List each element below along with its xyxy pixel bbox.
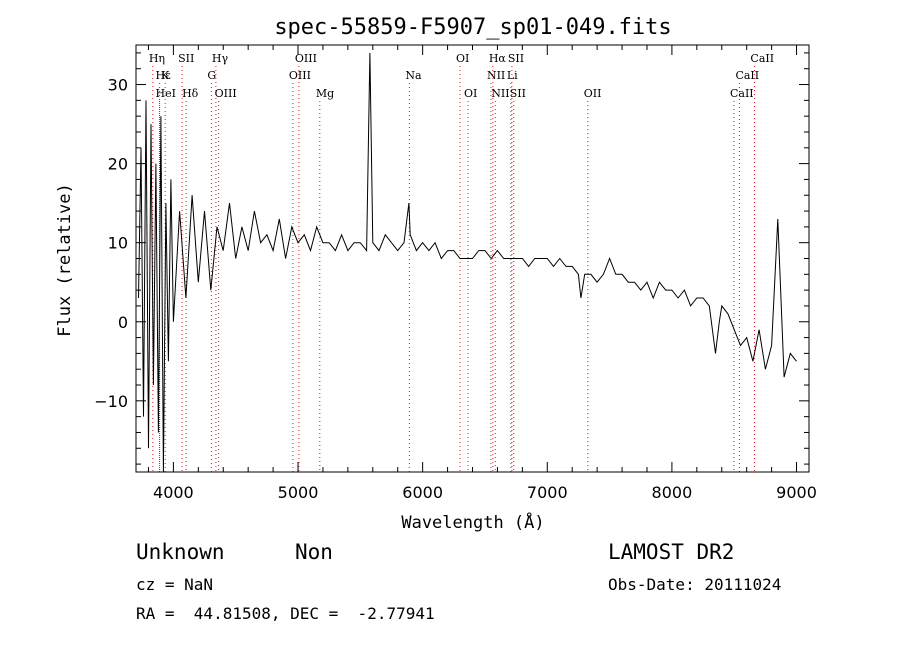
- obs-date-label: Obs-Date: 20111024: [608, 575, 782, 594]
- y-axis-label: Flux (relative): [55, 183, 75, 337]
- line-label-1: Hε: [156, 69, 172, 82]
- line-label-0: Hη: [149, 52, 165, 65]
- y-tick-label: −10: [94, 392, 128, 411]
- line-label-14: OI: [464, 87, 477, 100]
- line-label-16: SII: [508, 52, 524, 65]
- survey-label: LAMOST DR2: [608, 540, 735, 564]
- line-label-21: OII: [584, 87, 602, 100]
- redshift-label: cz = NaN: [136, 575, 214, 594]
- y-tick-label: 20: [108, 155, 128, 174]
- line-label-19: NII: [491, 87, 509, 100]
- line-label-24: CaII: [730, 87, 754, 100]
- x-tick-label: 6000: [402, 483, 443, 502]
- line-label-13: OI: [456, 52, 469, 65]
- line-label-20: SII: [510, 87, 526, 100]
- line-label-15: Hα: [489, 52, 507, 65]
- axis-ticks: 4000 5000 6000 7000 8000 9000 −10 0 10 20 30: [94, 45, 817, 502]
- line-label-3: K: [161, 69, 170, 82]
- line-label-22: CaII: [750, 52, 774, 65]
- chart-title: spec-55859-F5907_sp01-049.fits: [274, 15, 671, 40]
- line-label-23: CaII: [735, 69, 759, 82]
- line-label-12: Na: [405, 69, 422, 82]
- line-label-10: OIII: [289, 69, 311, 82]
- flux-series-line: [138, 52, 797, 473]
- line-label-11: Mg: [316, 87, 334, 100]
- class-label: Unknown: [136, 540, 225, 564]
- line-label-18: Li: [507, 69, 518, 82]
- line-label-6: Hγ: [212, 52, 229, 65]
- coordinates-label: RA = 44.81508, DEC = -2.77941: [136, 604, 435, 623]
- x-tick-label: 4000: [153, 483, 194, 502]
- line-label-8: OIII: [215, 87, 237, 100]
- x-tick-label: 5000: [278, 483, 319, 502]
- line-label-2: HeI: [156, 87, 176, 100]
- x-tick-label: 7000: [527, 483, 568, 502]
- x-tick-label: 8000: [652, 483, 693, 502]
- y-tick-label: 0: [118, 313, 128, 332]
- y-tick-label: 10: [108, 234, 128, 253]
- line-label-5: Hδ: [182, 87, 199, 100]
- line-label-7: G: [207, 69, 216, 82]
- line-label-9: OIII: [295, 52, 317, 65]
- x-axis-label: Wavelength (Å): [401, 511, 544, 533]
- x-tick-label: 9000: [776, 483, 817, 502]
- subclass-label: Non: [295, 540, 333, 564]
- line-label-17: NII: [487, 69, 505, 82]
- line-label-4: SII: [178, 52, 194, 65]
- y-tick-label: 30: [108, 76, 128, 95]
